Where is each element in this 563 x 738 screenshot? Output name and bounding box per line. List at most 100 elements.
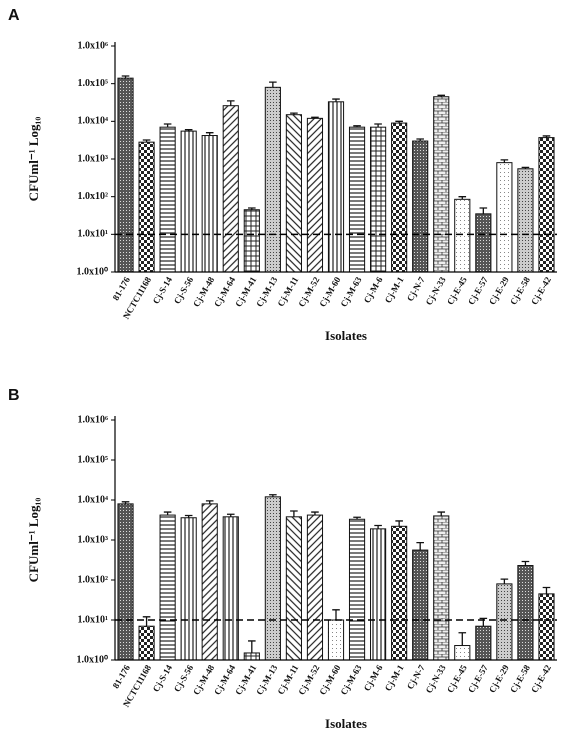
- panel-label: B: [8, 387, 20, 404]
- bar: [180, 130, 197, 273]
- error-bar: [121, 501, 130, 504]
- x-tick-label: Cj-M-1: [383, 275, 406, 305]
- bar: [327, 101, 345, 273]
- error-bar: [269, 81, 277, 88]
- bar: [222, 105, 239, 273]
- error-bar: [542, 586, 551, 594]
- bar: [475, 625, 492, 661]
- x-tick-label: Cj-M-1: [383, 663, 406, 693]
- bar: [391, 122, 408, 273]
- error-bar: [353, 516, 361, 520]
- bar: [264, 86, 281, 273]
- bar: [370, 528, 387, 661]
- y-tick-label: 1.0x10⁴: [78, 494, 109, 505]
- x-tick-label: Cj-M-6: [362, 663, 385, 693]
- error-bar: [521, 560, 530, 566]
- error-bar: [205, 132, 214, 136]
- bar: [348, 126, 366, 273]
- y-tick-label: 1.0x10⁶: [78, 40, 109, 51]
- bar: [433, 96, 450, 273]
- bar: [496, 583, 513, 661]
- bar: [222, 516, 239, 661]
- bar: [370, 126, 387, 273]
- bar: [306, 117, 324, 273]
- error-bar: [458, 632, 467, 646]
- bar: [517, 168, 534, 273]
- bar: [117, 77, 134, 273]
- bar: [517, 565, 534, 661]
- y-tick-label: 1.0x10⁶: [78, 414, 109, 425]
- error-bar: [248, 207, 256, 210]
- x-tick-label: Cj-M-63: [338, 275, 363, 309]
- y-tick-label: 1.0x10⁵: [78, 454, 109, 465]
- x-axis-title: Isolates: [325, 716, 367, 731]
- bar: [285, 516, 302, 661]
- bar: [496, 162, 513, 273]
- x-tick-label: Cj-N-7: [405, 275, 427, 303]
- y-tick-label: 1.0x10³: [78, 534, 109, 545]
- y-tick-label: 1.0x10²: [78, 191, 109, 202]
- bar: [348, 518, 366, 661]
- error-bar: [163, 511, 172, 516]
- bar: [180, 517, 197, 661]
- error-bar: [374, 123, 382, 128]
- bar: [412, 140, 429, 273]
- error-bar: [374, 524, 382, 529]
- bar: [285, 114, 302, 273]
- error-bar: [353, 125, 361, 128]
- y-tick-label: 1.0x10⁰: [76, 654, 108, 665]
- error-bar: [479, 207, 488, 214]
- bar: [327, 619, 345, 661]
- error-bar: [311, 116, 319, 119]
- y-tick-label: 1.0x10¹: [78, 229, 109, 240]
- bar: [306, 514, 324, 661]
- y-tick-label: 1.0x10²: [78, 574, 109, 585]
- bar: [159, 126, 176, 273]
- bar: [475, 213, 492, 273]
- error-bar: [395, 120, 403, 124]
- x-tick-label: Cj-M-63: [338, 663, 363, 697]
- bar: [243, 209, 260, 273]
- x-tick-label: Cj-N-7: [405, 663, 427, 691]
- error-bar: [184, 129, 193, 132]
- bar: [138, 141, 155, 273]
- error-bar: [163, 123, 172, 128]
- error-bar: [205, 500, 214, 504]
- bar: [117, 503, 134, 661]
- bar: [538, 137, 555, 273]
- bar: [454, 645, 471, 661]
- bar: [538, 593, 555, 661]
- error-bar: [226, 100, 235, 106]
- bar: [264, 496, 281, 661]
- error-bar: [458, 196, 467, 200]
- error-bar: [311, 511, 319, 516]
- error-bar: [332, 609, 340, 620]
- error-bar: [290, 112, 298, 115]
- bar: [243, 652, 260, 661]
- error-bar: [416, 138, 424, 142]
- bar: [454, 198, 471, 273]
- error-bar: [437, 94, 446, 97]
- error-bar: [542, 135, 551, 138]
- x-tick-label: Cj-E-42: [529, 663, 553, 695]
- error-bar: [184, 514, 193, 518]
- bar: [159, 514, 176, 661]
- bar: [433, 515, 450, 661]
- panel-label: A: [8, 7, 20, 24]
- error-bar: [395, 520, 403, 527]
- error-bar: [332, 98, 340, 102]
- error-bar: [142, 616, 151, 627]
- error-bar: [269, 494, 277, 497]
- error-bar: [248, 640, 256, 653]
- bar: [391, 525, 408, 661]
- x-tick-label: Cj-E-42: [529, 275, 553, 307]
- y-axis-title: CFUml⁻¹ Log₁₀: [26, 498, 41, 583]
- y-axis-title: CFUml⁻¹ Log₁₀: [26, 117, 41, 202]
- error-bar: [416, 541, 424, 551]
- error-bar: [521, 166, 530, 169]
- error-bar: [226, 513, 235, 517]
- x-axis-title: Isolates: [325, 328, 367, 343]
- x-tick-label: 81-176: [111, 275, 133, 303]
- error-bar: [121, 75, 130, 79]
